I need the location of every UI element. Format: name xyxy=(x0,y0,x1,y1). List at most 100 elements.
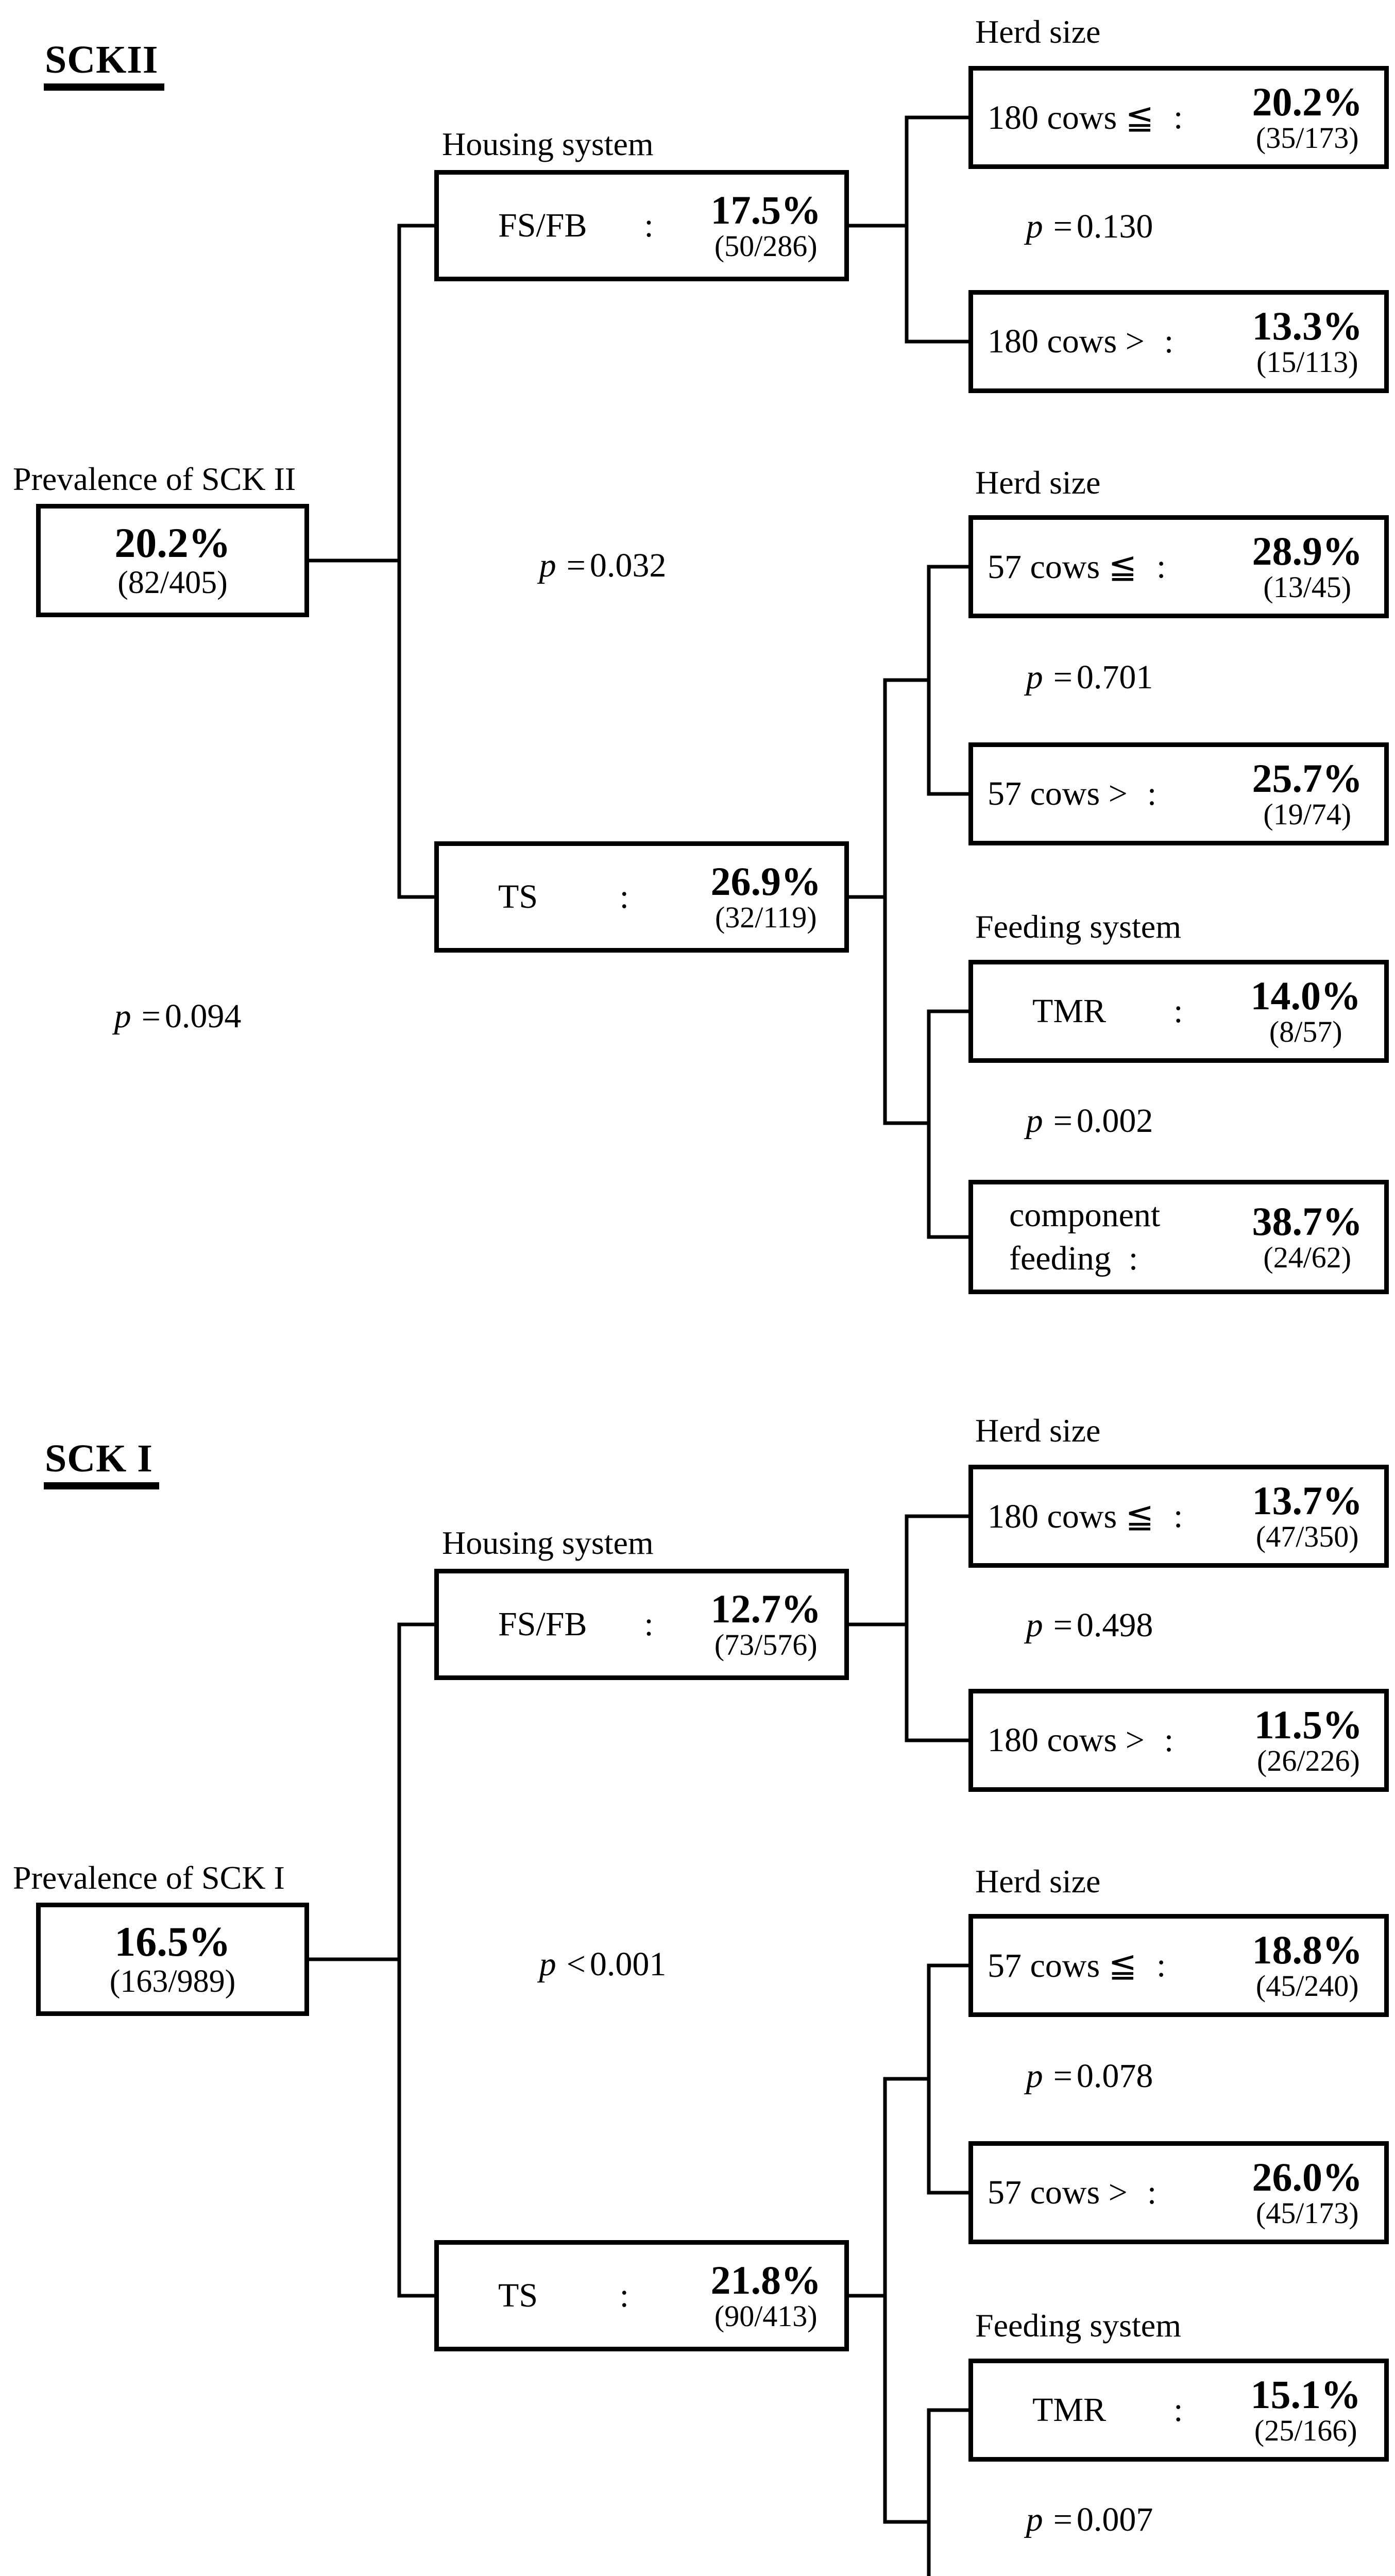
fsfb-fraction: (73/576) xyxy=(714,1628,818,1662)
ts-label: TS xyxy=(498,2277,538,2314)
herd-size-label-2: Herd size xyxy=(975,1863,1101,1900)
tmr-fraction: (8/57) xyxy=(1269,1015,1342,1049)
colon: : xyxy=(1156,548,1166,585)
connector-line-group xyxy=(307,1514,971,2576)
p-value-housing: p <0.001 xyxy=(539,1945,667,1984)
panel-sck2: SCKII Prevalence of SCK II 20.2% (82/405… xyxy=(13,13,1389,1294)
component-feeding-box: component feeding : 38.7% (24/62) xyxy=(968,1180,1389,1294)
p-value-feeding: p = 0.007 xyxy=(1026,2500,1153,2539)
herd1-upper-fraction: (35/173) xyxy=(1255,121,1359,155)
root-percentage: 16.5% xyxy=(114,1918,231,1965)
ts-percentage: 21.8% xyxy=(710,2258,822,2303)
root-box-label: Prevalence of SCK II xyxy=(13,461,296,497)
p-comparator: = xyxy=(1053,1606,1073,1644)
herd2-upper-label: 57 cows ≦ xyxy=(988,1947,1137,1985)
panel-title: SCKII xyxy=(44,38,165,91)
p-comparator: = xyxy=(1053,658,1073,696)
connector-lines xyxy=(307,1514,971,2576)
tmr-box: TMR : 14.0% (8/57) xyxy=(968,960,1389,1063)
tmr-box: TMR : 15.1% (25/166) xyxy=(968,2359,1389,2462)
connector-lines xyxy=(307,115,971,1239)
p-comparator: = xyxy=(1053,1102,1073,1140)
component-fraction: (24/62) xyxy=(1263,1241,1352,1275)
herd1-lower-label: 180 cows > xyxy=(988,323,1145,360)
fsfb-percentage: 17.5% xyxy=(710,188,821,233)
feeding-system-label: Feeding system xyxy=(975,908,1181,945)
colon: : xyxy=(619,878,629,916)
colon: : xyxy=(1164,323,1174,360)
herd1-lower-fraction: (26/226) xyxy=(1257,1744,1360,1778)
p-comparator: = xyxy=(1053,2501,1073,2538)
p-number: 0.002 xyxy=(1076,1102,1153,1140)
herd1-upper-fraction: (47/350) xyxy=(1255,1520,1359,1554)
p-symbol: p xyxy=(1026,2057,1043,2095)
p-number: 0.007 xyxy=(1076,2501,1153,2538)
p-value-feeding: p = 0.002 xyxy=(1026,1101,1153,1141)
colon: : xyxy=(619,2277,629,2314)
p-value-overall: p = 0.094 xyxy=(114,997,242,1036)
herd1-upper-box: 180 cows ≦ : 13.7% (47/350) xyxy=(968,1465,1389,1568)
colon: : xyxy=(1147,775,1157,812)
p-value-housing: p = 0.032 xyxy=(539,546,667,585)
p-number: 0.032 xyxy=(589,547,667,584)
p-symbol: p xyxy=(539,1945,556,1983)
p-number: 0.001 xyxy=(589,1945,667,1983)
p-value-herd1: p = 0.130 xyxy=(1026,207,1153,246)
ts-fraction: (32/119) xyxy=(714,901,817,935)
p-number: 0.078 xyxy=(1076,2057,1153,2095)
p-comparator: = xyxy=(1053,2057,1073,2095)
p-comparator: = xyxy=(1053,208,1073,245)
fsfb-percentage: 12.7% xyxy=(710,1586,821,1632)
p-symbol: p xyxy=(1026,658,1043,696)
herd2-lower-box: 57 cows > : 26.0% (45/173) xyxy=(968,2141,1389,2244)
component-percentage: 38.7% xyxy=(1252,1199,1363,1244)
housing-system-label: Housing system xyxy=(442,1524,654,1561)
p-value-herd2: p = 0.701 xyxy=(1026,658,1153,697)
colon: : xyxy=(1147,2174,1157,2211)
root-fraction: (82/405) xyxy=(117,565,228,600)
herd1-upper-percentage: 13.7% xyxy=(1252,1478,1363,1523)
herd2-upper-fraction: (13/45) xyxy=(1263,570,1352,604)
herd1-upper-label: 180 cows ≦ xyxy=(988,99,1154,137)
component-label-line1: component xyxy=(1009,1196,1161,1234)
herd1-lower-label: 180 cows > xyxy=(988,1721,1145,1759)
tmr-label: TMR xyxy=(1032,2391,1107,2429)
ts-fraction: (90/413) xyxy=(714,2299,818,2333)
colon: : xyxy=(1173,98,1183,136)
fsfb-fraction: (50/286) xyxy=(714,229,818,263)
herd2-lower-fraction: (45/173) xyxy=(1255,2196,1359,2230)
herd2-lower-label: 57 cows > xyxy=(988,775,1128,812)
herd1-lower-fraction: (15/113) xyxy=(1256,345,1358,379)
p-symbol: p xyxy=(1026,1606,1043,1644)
herd2-upper-box: 57 cows ≦ : 18.8% (45/240) xyxy=(968,1914,1389,2017)
ts-box: TS : 21.8% (90/413) xyxy=(434,2240,849,2351)
herd1-upper-label: 180 cows ≦ xyxy=(988,1498,1154,1535)
colon: : xyxy=(1156,1946,1166,1984)
herd2-upper-percentage: 18.8% xyxy=(1252,1927,1363,1973)
colon: : xyxy=(1164,1721,1174,1759)
herd1-lower-percentage: 13.3% xyxy=(1252,303,1363,349)
root-box-label: Prevalence of SCK I xyxy=(13,1859,285,1896)
herd-size-label-1: Herd size xyxy=(975,1412,1101,1449)
herd1-upper-percentage: 20.2% xyxy=(1252,79,1363,125)
tmr-label: TMR xyxy=(1032,992,1107,1030)
p-value-herd1: p = 0.498 xyxy=(1026,1606,1153,1645)
tmr-fraction: (25/166) xyxy=(1254,2414,1357,2448)
herd2-lower-label: 57 cows > xyxy=(988,2174,1128,2211)
herd1-lower-box: 180 cows > : 11.5% (26/226) xyxy=(968,1689,1389,1792)
herd1-lower-box: 180 cows > : 13.3% (15/113) xyxy=(968,290,1389,393)
herd2-lower-percentage: 26.0% xyxy=(1252,2155,1363,2200)
p-comparator: = xyxy=(566,547,586,584)
root-box: 20.2% (82/405) xyxy=(36,504,309,617)
herd2-upper-label: 57 cows ≦ xyxy=(988,548,1137,586)
connector-line-group xyxy=(307,115,971,1239)
tmr-percentage: 15.1% xyxy=(1250,2372,1362,2417)
ts-box: TS : 26.9% (32/119) xyxy=(434,841,849,953)
root-percentage: 20.2% xyxy=(114,519,231,566)
fsfb-box: FS/FB : 12.7% (73/576) xyxy=(434,1569,849,1680)
ts-percentage: 26.9% xyxy=(710,859,822,904)
p-number: 0.130 xyxy=(1076,208,1153,245)
herd2-lower-fraction: (19/74) xyxy=(1263,798,1352,832)
p-comparator: < xyxy=(566,1945,586,1983)
p-symbol: p xyxy=(1026,2501,1043,2538)
